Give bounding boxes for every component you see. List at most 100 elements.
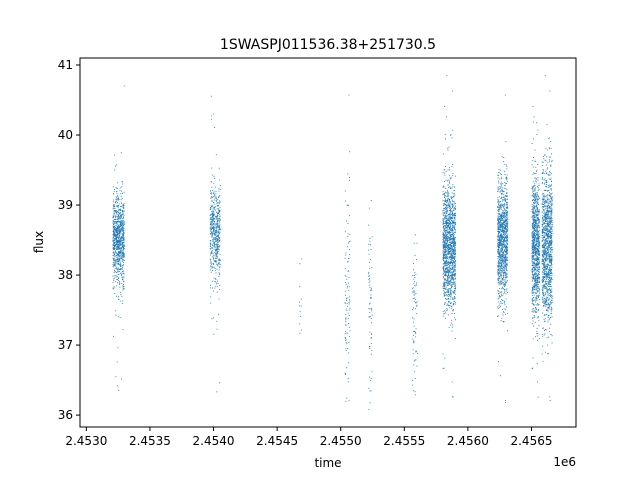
data-point [122, 243, 124, 245]
data-point [345, 400, 347, 402]
data-point [451, 280, 453, 282]
data-point [449, 248, 451, 250]
data-point [123, 223, 125, 224]
data-point [499, 273, 501, 275]
data-point [498, 272, 500, 274]
data-point [538, 257, 540, 258]
data-point [116, 285, 118, 287]
data-point [537, 257, 539, 259]
data-point [501, 190, 503, 192]
data-point [452, 265, 453, 267]
data-point [120, 215, 122, 217]
data-point [118, 217, 120, 219]
data-point [448, 261, 449, 263]
data-point [504, 221, 506, 223]
data-point [412, 309, 413, 310]
data-point [502, 216, 503, 218]
data-point [532, 298, 533, 300]
data-point [536, 283, 537, 285]
data-point [117, 199, 119, 201]
data-point [536, 196, 537, 198]
data-point [502, 222, 504, 224]
data-point [454, 289, 456, 291]
data-point [505, 273, 506, 275]
data-point [445, 224, 447, 226]
data-point [347, 378, 349, 380]
data-point [347, 223, 349, 224]
data-point [415, 332, 416, 333]
data-point [531, 243, 533, 245]
data-point [442, 353, 444, 355]
data-point [413, 269, 415, 271]
data-point [121, 257, 123, 259]
data-point [113, 239, 115, 241]
data-point [119, 237, 121, 239]
data-point [216, 236, 218, 237]
data-point [444, 223, 446, 224]
data-point [114, 240, 116, 241]
data-point [213, 113, 215, 115]
data-point [446, 291, 448, 292]
data-point [503, 220, 505, 222]
data-point [444, 212, 445, 213]
data-point [506, 239, 508, 240]
data-point [448, 223, 450, 224]
data-point [443, 263, 444, 265]
data-point [116, 243, 118, 245]
data-point [114, 286, 115, 288]
data-point [212, 223, 214, 224]
data-point [216, 245, 218, 247]
data-point [120, 226, 122, 228]
data-point [452, 229, 454, 231]
data-point [503, 293, 505, 295]
data-point [413, 340, 415, 342]
data-point [347, 246, 349, 248]
data-point [500, 264, 502, 266]
data-point [370, 379, 372, 381]
data-point [443, 248, 445, 250]
data-point [453, 266, 454, 268]
data-point [532, 308, 534, 310]
data-point [444, 225, 446, 227]
data-point [503, 213, 505, 215]
data-point [215, 240, 217, 242]
data-point [118, 242, 120, 244]
data-point [345, 308, 347, 310]
data-point [113, 280, 115, 281]
data-point [531, 267, 533, 269]
data-point [120, 187, 122, 189]
data-point [450, 212, 451, 214]
data-point [413, 335, 414, 337]
data-point [218, 273, 220, 275]
data-point [454, 261, 456, 263]
data-point [538, 281, 540, 283]
data-point [344, 274, 346, 276]
data-point [507, 206, 508, 208]
data-point [506, 250, 508, 252]
data-point [538, 309, 539, 311]
data-point [415, 333, 417, 335]
data-point [503, 204, 505, 206]
data-point [499, 191, 501, 193]
data-point [118, 248, 120, 250]
data-point [117, 270, 119, 272]
data-point [454, 283, 456, 284]
data-point [447, 200, 449, 202]
data-point [123, 254, 125, 256]
data-point [452, 324, 454, 326]
data-point [501, 237, 503, 239]
data-point [498, 250, 500, 252]
data-point [455, 293, 456, 295]
data-point [442, 220, 444, 221]
data-point [536, 277, 538, 278]
data-point [444, 211, 446, 213]
data-point [120, 292, 122, 293]
data-point [537, 232, 539, 234]
data-point [532, 213, 534, 215]
data-point [449, 239, 451, 241]
data-point [503, 261, 505, 263]
data-point [499, 256, 501, 258]
data-point [537, 381, 538, 383]
data-point [119, 268, 121, 270]
